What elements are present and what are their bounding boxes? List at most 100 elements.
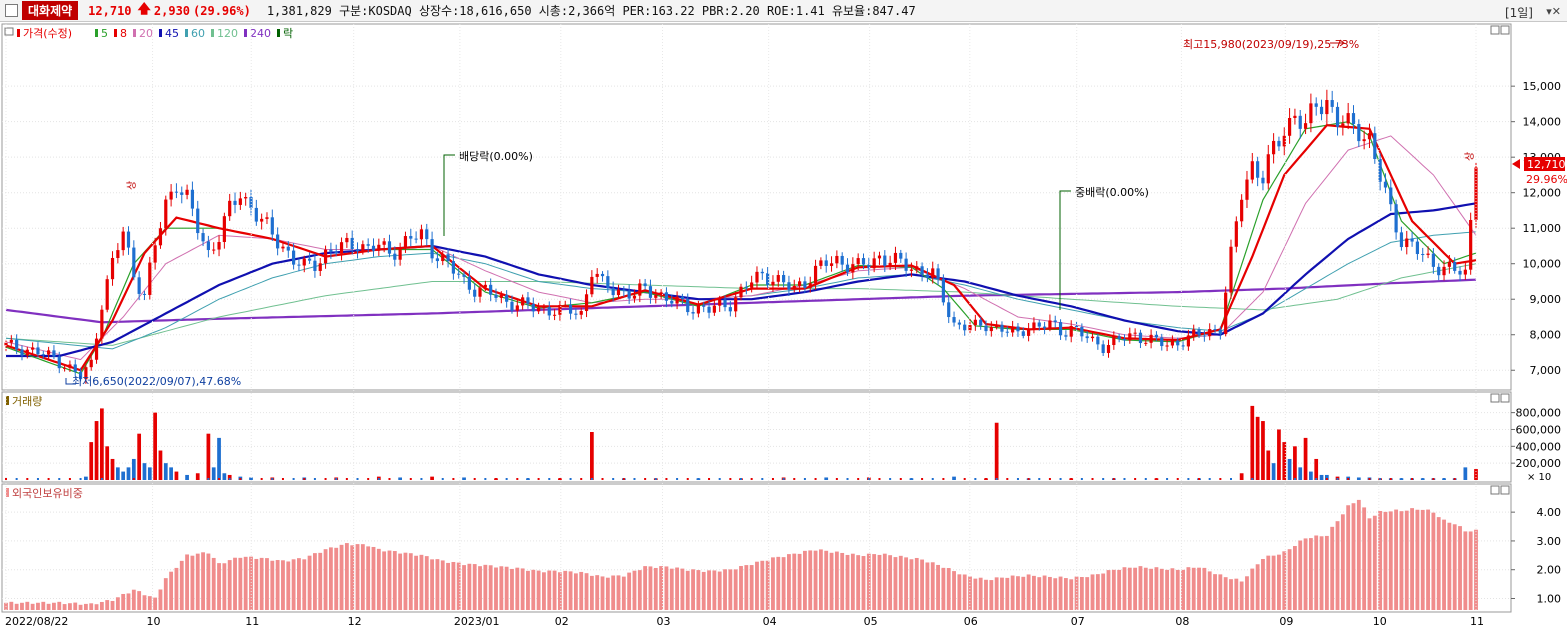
foreign-ratio-bar <box>914 557 919 610</box>
candle-down <box>276 234 280 249</box>
volume-bar-baseline <box>250 478 252 480</box>
foreign-ratio-bar <box>872 554 877 610</box>
foreign-ratio-bar <box>1213 574 1217 610</box>
volume-bar-baseline <box>377 478 380 480</box>
foreign-ratio-bar <box>733 569 738 610</box>
foreign-ratio-bar <box>723 569 727 610</box>
volume-panel-controls[interactable] <box>1490 393 1510 403</box>
candle-up <box>1224 292 1228 335</box>
candle-up <box>148 262 152 295</box>
volume-bar <box>89 442 94 480</box>
candle-down <box>1319 106 1324 115</box>
foreign-ratio-bar <box>1372 515 1377 610</box>
panel-minimize-icon[interactable] <box>1490 25 1500 35</box>
foreign-ratio-bar <box>472 564 477 610</box>
candle-down <box>52 350 56 357</box>
volume-bar <box>84 476 88 480</box>
volume-bar-baseline <box>367 478 370 480</box>
date-tick-label: 04 <box>763 615 777 628</box>
stock-name[interactable]: 대화제약 <box>22 1 79 20</box>
candle-down <box>627 290 631 299</box>
foreign-ratio-bar <box>552 570 557 610</box>
foreign-ratio-bar <box>99 601 104 610</box>
panel-close-icon[interactable] <box>1500 25 1510 35</box>
volume-bar-baseline <box>761 478 764 480</box>
date-tick-label: 07 <box>1071 615 1085 628</box>
foreign-ratio-bar <box>174 567 179 610</box>
foreign-ratio-bar <box>1154 567 1159 610</box>
volume-bar-baseline <box>218 478 221 480</box>
window-controls[interactable]: ▾✕ <box>1546 5 1561 18</box>
volume-bar-baseline <box>793 478 796 480</box>
candle-up <box>222 216 226 242</box>
candle-down <box>622 289 626 291</box>
candle-up <box>877 255 882 259</box>
period-selector[interactable]: [1일] <box>1504 6 1533 20</box>
foreign-ratio-bar <box>1010 575 1015 610</box>
volume-bar-baseline <box>835 478 838 480</box>
low-arrow-icon <box>65 378 76 385</box>
candle-up <box>739 286 743 298</box>
panel-close-icon[interactable] <box>1500 393 1510 403</box>
foreign-ratio-bar <box>776 556 781 610</box>
candle-up <box>1362 139 1366 142</box>
foreign-ratio-bar <box>1202 567 1207 610</box>
select-checkbox[interactable] <box>5 4 18 17</box>
foreign-ratio-bar <box>52 602 56 610</box>
candle-down <box>691 312 695 314</box>
foreign-panel-controls[interactable] <box>1490 485 1510 495</box>
foreign-ratio-bar <box>78 604 83 610</box>
price-panel[interactable]: 7,0008,0009,00010,00011,00012,00013,0001… <box>1 23 1567 391</box>
candle-up <box>1405 238 1409 248</box>
candle-up <box>1112 336 1116 346</box>
volume-bar <box>1255 416 1260 480</box>
last-price-pointer-icon <box>1512 159 1520 169</box>
volume-bar-baseline <box>441 478 444 480</box>
foreign-y-axis: 1.00 2.00 3.00 4.00 <box>1511 506 1561 605</box>
price-panel-controls[interactable] <box>1490 25 1510 35</box>
foreign-ratio-bar <box>1069 579 1074 610</box>
panel-minimize-icon[interactable] <box>1490 393 1500 403</box>
volume-bar-baseline <box>1006 478 1009 480</box>
candle-down <box>1053 320 1057 323</box>
foreign-ratio-bar <box>275 560 280 610</box>
volume-bar-baseline <box>729 478 732 480</box>
candle-up <box>872 258 876 269</box>
legend-swatch <box>114 29 117 37</box>
foreign-ratio-bar <box>265 558 269 610</box>
foreign-ratio-bar <box>1261 558 1265 610</box>
candle-up <box>62 367 67 369</box>
candle-up <box>537 307 541 312</box>
price-y-tick-label: 14,000 <box>1523 116 1562 129</box>
foreign-ratio-bar <box>882 553 887 610</box>
legend-label: 20 <box>139 27 153 40</box>
candle-down <box>1373 133 1377 159</box>
foreign-ratio-bar <box>568 571 573 610</box>
foreign-legend-swatch <box>6 488 9 497</box>
foreign-ratio-bar <box>414 555 419 610</box>
foreign-ratio-bar <box>142 595 147 610</box>
foreign-ownership-panel[interactable]: 1.00 2.00 3.00 4.00 외국인보유비중 <box>1 483 1561 613</box>
candle-down <box>606 276 610 289</box>
volume-bar-baseline <box>676 478 679 480</box>
volume-bar <box>1271 463 1276 480</box>
candle-up <box>638 283 642 296</box>
volume-bar <box>1266 450 1271 480</box>
foreign-ratio-bar <box>547 570 552 610</box>
volume-bar <box>227 474 232 480</box>
limit-up-label-2: 상 <box>1464 152 1476 161</box>
foreign-ratio-bar <box>1458 526 1462 610</box>
candle-down <box>132 247 136 278</box>
stock-chart[interactable]: 7,0008,0009,00010,00011,00012,00013,0001… <box>0 22 1567 630</box>
volume-bar-baseline <box>1357 478 1360 480</box>
candle-down <box>1357 124 1361 142</box>
candle-down <box>979 319 983 326</box>
volume-panel[interactable]: 200,000 400,000 600,000 800,000 거래량 × 10 <box>1 391 1561 483</box>
panel-minimize-icon[interactable] <box>1490 485 1500 495</box>
candle-down <box>15 339 19 350</box>
candle-down <box>1101 344 1105 354</box>
foreign-ratio-bar <box>595 575 600 610</box>
foreign-ratio-bar <box>1186 567 1191 610</box>
foreign-ratio-bar <box>1468 531 1473 610</box>
panel-close-icon[interactable] <box>1500 485 1510 495</box>
